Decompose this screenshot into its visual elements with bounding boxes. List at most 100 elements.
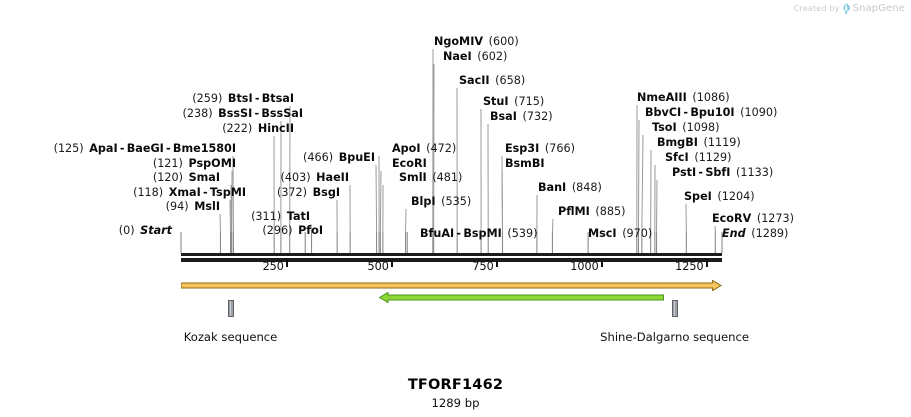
enzyme-label-bsai[interactable]: BsaI (732) [490,111,553,123]
reverse-feature-arrow-shape [379,292,664,303]
enzyme-name: TspMI [209,186,246,199]
enzyme-name-separator: - [252,92,262,105]
kozak-sequence-feature[interactable] [227,300,234,317]
enzyme-label-bmgbi[interactable]: BmgBI (1119) [657,137,741,149]
enzyme-label-pspomi[interactable]: (121) PspOMI [153,158,236,170]
enzyme-name: HaeII [316,171,349,184]
enzyme-position: (658) [495,74,526,87]
enzyme-label-spei[interactable]: SpeI (1204) [684,191,755,203]
enzyme-position: (1098) [682,121,720,134]
enzyme-label-pflmi[interactable]: PflMI (885) [558,206,625,218]
enzyme-label-esp3i[interactable]: Esp3I (766) [505,143,575,155]
enzyme-name: EcoRV [712,212,752,225]
enzyme-label-bpuei[interactable]: (466) BpuEI [303,152,375,164]
enzyme-position: (539) [507,227,538,240]
enzyme-name: BtsI [227,92,253,105]
enzyme-label-bsmbi[interactable]: BsmBI [505,158,545,170]
enzyme-position: (766) [544,142,575,155]
enzyme-position: (1086) [692,91,730,104]
enzyme-label-apai[interactable]: (125) ApaI - BaeGI - Bme1580I [54,143,236,155]
enzyme-leader-line [551,218,554,233]
enzyme-name: SbfI [705,166,731,179]
enzyme-label-tsoi[interactable]: TsoI (1098) [652,122,719,134]
enzyme-label-sacii[interactable]: SacII (658) [459,75,525,87]
enzyme-label-msci[interactable]: MscI (970) [588,228,652,240]
enzyme-label-bbvci[interactable]: BbvCI - Bpu10I (1090) [645,107,777,119]
enzyme-name: EcoRI [392,157,427,170]
enzyme-position: (1204) [717,190,755,203]
enzyme-leader-line [229,199,232,233]
enzyme-position: (600) [488,35,519,48]
enzyme-label-start[interactable]: (0) Start [119,225,172,237]
enzyme-name-separator: - [454,227,464,240]
snapgene-watermark: Created by SnapGene [794,3,905,14]
enzyme-label-bani[interactable]: BanI (848) [538,182,602,194]
enzyme-label-hincii[interactable]: (222) HincII [222,123,294,135]
enzyme-position: (1129) [694,151,732,164]
enzyme-position: (481) [432,171,463,184]
enzyme-label-bfuai[interactable]: BfuAI - BspMI (539) [420,228,538,240]
reverse-feature-arrow[interactable] [379,292,664,303]
enzyme-label-stui[interactable]: StuI (715) [483,96,544,108]
enzyme-label-ecori[interactable]: EcoRI [392,158,427,170]
enzyme-name: XmaI [168,186,201,199]
enzyme-position: (125) [53,142,84,155]
enzyme-label-bsgi[interactable]: (372) BsgI [277,187,340,199]
ruler-tick [285,259,288,267]
ruler-tick-label: 250 [262,260,284,273]
enzyme-position: (472) [426,142,457,155]
enzyme-label-smai[interactable]: (120) SmaI [153,172,220,184]
enzyme-name-separator: - [696,166,706,179]
enzyme-name: SfcI [665,151,689,164]
enzyme-name: Bme1580I [172,142,236,155]
enzyme-name: BssSI [218,107,253,120]
enzyme-label-smli[interactable]: SmlI (481) [399,172,462,184]
enzyme-name: SmaI [188,171,220,184]
enzyme-name: BanI [538,181,567,194]
enzyme-position: (259) [192,92,223,105]
enzyme-label-haeii[interactable]: (403) HaeII [280,172,349,184]
enzyme-name-separator: - [681,106,691,119]
enzyme-label-pfoi[interactable]: (296) PfoI [262,225,323,237]
enzyme-name-separator: - [252,107,262,120]
enzyme-label-psti[interactable]: PstI - SbfI (1133) [672,167,773,179]
enzyme-name: StuI [483,95,509,108]
enzyme-name: MslI [194,200,220,213]
enzyme-label-tati[interactable]: (311) TatI [251,211,310,223]
enzyme-label-blpi[interactable]: BlpI (535) [411,196,471,208]
orf-feature-arrow-shape [181,280,722,291]
orf-feature-arrow[interactable] [181,280,722,291]
enzyme-label-end[interactable]: End (1289) [722,228,788,240]
sequence-backbone-top [181,253,722,256]
enzyme-label-ngomiv[interactable]: NgoMIV (600) [434,36,519,48]
enzyme-name: ApoI [392,142,421,155]
enzyme-label-nmeaiii[interactable]: NmeAIII (1086) [637,92,730,104]
shine-dalgarno-sequence-feature-label: Shine-Dalgarno sequence [600,330,749,344]
enzyme-name: NmeAIII [637,91,687,104]
enzyme-name: ApaI [89,142,118,155]
ruler-tick-label: 750 [472,260,494,273]
enzyme-label-apoi[interactable]: ApoI (472) [392,143,456,155]
enzyme-position: (222) [222,122,253,135]
enzyme-label-ecorv[interactable]: EcoRV (1273) [712,213,794,225]
enzyme-label-msli[interactable]: (94) MslI [166,201,220,213]
enzyme-position: (296) [262,224,293,237]
shine-dalgarno-sequence-feature[interactable] [671,300,678,317]
watermark-prefix: Created by [793,4,840,13]
enzyme-label-xmai[interactable]: (118) XmaI - TspMI [133,187,246,199]
enzyme-name: NaeI [443,50,472,63]
enzyme-position: (94) [165,200,189,213]
enzyme-label-btsi[interactable]: (259) BtsI - BtsaI [192,93,294,105]
enzyme-position: (238) [182,107,213,120]
enzyme-position: (970) [622,227,653,240]
page-title: TFORF1462 [407,377,504,393]
enzyme-name-separator: - [117,142,127,155]
enzyme-label-sfci[interactable]: SfcI (1129) [665,152,732,164]
enzyme-label-naei[interactable]: NaeI (602) [443,51,507,63]
enzyme-label-bsssi[interactable]: (238) BssSI - BssSaI [182,108,303,120]
enzyme-name: SmlI [399,171,427,184]
enzyme-name: NgoMIV [434,35,484,48]
enzyme-position: (732) [522,110,553,123]
enzyme-name: BsaI [490,110,517,123]
